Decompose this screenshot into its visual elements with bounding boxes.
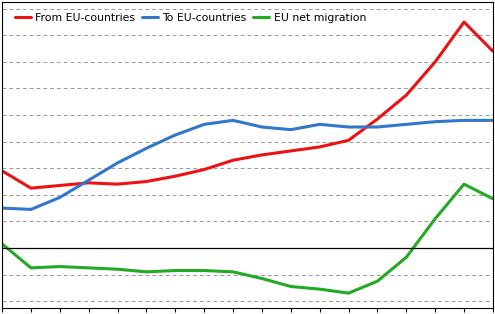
Line: To EU-countries: To EU-countries xyxy=(2,120,493,209)
From EU-countries xyxy=(230,158,236,162)
From EU-countries xyxy=(317,145,323,149)
EU net migration xyxy=(86,266,92,270)
EU net migration xyxy=(57,265,63,268)
EU net migration xyxy=(172,269,178,273)
EU net migration xyxy=(115,267,121,271)
From EU-countries xyxy=(28,186,34,190)
EU net migration xyxy=(144,270,149,274)
To EU-countries xyxy=(201,122,207,126)
Legend: From EU-countries, To EU-countries, EU net migration: From EU-countries, To EU-countries, EU n… xyxy=(12,11,368,25)
From EU-countries xyxy=(346,138,351,142)
EU net migration xyxy=(490,197,495,201)
EU net migration xyxy=(28,266,34,270)
EU net migration xyxy=(259,277,265,280)
From EU-countries xyxy=(0,169,5,173)
To EU-countries xyxy=(0,206,5,210)
To EU-countries xyxy=(86,178,92,182)
From EU-countries xyxy=(259,153,265,157)
To EU-countries xyxy=(403,122,409,126)
To EU-countries xyxy=(288,128,294,132)
EU net migration xyxy=(432,217,438,221)
From EU-countries xyxy=(461,20,467,24)
To EU-countries xyxy=(374,125,380,129)
From EU-countries xyxy=(86,181,92,185)
EU net migration xyxy=(0,242,5,246)
EU net migration xyxy=(317,287,323,291)
From EU-countries xyxy=(201,168,207,171)
From EU-countries xyxy=(144,180,149,183)
To EU-countries xyxy=(346,125,351,129)
EU net migration xyxy=(230,270,236,274)
To EU-countries xyxy=(172,133,178,137)
From EU-countries xyxy=(288,149,294,153)
From EU-countries xyxy=(374,117,380,121)
To EU-countries xyxy=(28,208,34,211)
Line: From EU-countries: From EU-countries xyxy=(2,22,493,188)
EU net migration xyxy=(346,291,351,295)
To EU-countries xyxy=(115,161,121,165)
EU net migration xyxy=(461,182,467,186)
To EU-countries xyxy=(230,118,236,122)
To EU-countries xyxy=(317,122,323,126)
To EU-countries xyxy=(490,118,495,122)
To EU-countries xyxy=(432,120,438,124)
To EU-countries xyxy=(259,125,265,129)
From EU-countries xyxy=(432,60,438,64)
From EU-countries xyxy=(403,93,409,97)
EU net migration xyxy=(288,284,294,288)
EU net migration xyxy=(374,279,380,283)
Line: EU net migration: EU net migration xyxy=(2,184,493,293)
From EU-countries xyxy=(172,174,178,178)
EU net migration xyxy=(201,269,207,273)
EU net migration xyxy=(403,255,409,259)
From EU-countries xyxy=(115,182,121,186)
To EU-countries xyxy=(57,196,63,199)
From EU-countries xyxy=(490,49,495,53)
To EU-countries xyxy=(461,118,467,122)
To EU-countries xyxy=(144,146,149,150)
From EU-countries xyxy=(57,184,63,187)
